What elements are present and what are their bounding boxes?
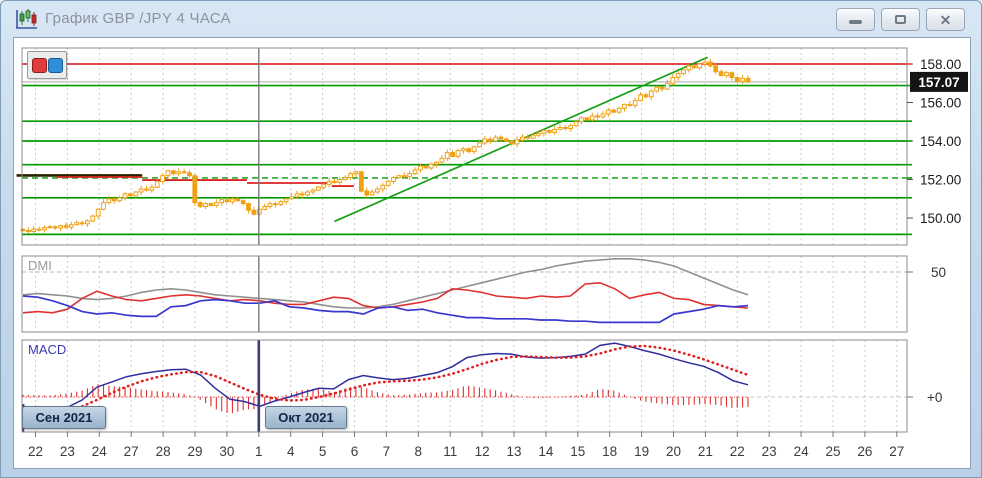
x-tick-label: 18 [602, 444, 617, 459]
close-icon: ✕ [939, 11, 952, 28]
current-price-label: 157.07 [918, 75, 959, 90]
x-tick-label: 14 [538, 444, 554, 459]
macd-histogram [22, 384, 749, 414]
macd-line [22, 342, 749, 411]
main-pane-border [21, 47, 908, 246]
x-tick-label: 8 [415, 444, 423, 459]
x-tick-label: 24 [794, 444, 810, 459]
dmi-level-label: 50 [931, 265, 946, 280]
x-tick-label: 24 [92, 444, 108, 459]
dmi-plus-di-line [22, 281, 749, 314]
x-tick-label: 30 [219, 444, 234, 459]
chart-canvas[interactable]: 22 23 24 27 28 29 30 1 4 5 6 7 8 11 12 13 14 15 18 19 20 21 22… [14, 38, 970, 468]
x-tick-label: 27 [124, 444, 139, 459]
close-button[interactable]: ✕ [926, 8, 965, 31]
price-label: 150.00 [920, 211, 961, 226]
maximize-icon [895, 15, 906, 24]
x-tick-label: 11 [443, 444, 457, 459]
x-tick-label: 22 [730, 444, 745, 459]
title-bar[interactable]: График GBP /JPY 4 ЧАСА ✕ [1, 1, 981, 37]
x-tick-label: 28 [156, 444, 171, 459]
x-tick-label: 1 [255, 444, 263, 459]
current-price-badge [910, 71, 968, 92]
red-marker-button[interactable] [32, 58, 47, 73]
x-tick-label: 6 [351, 444, 359, 459]
x-tick-label: 23 [762, 444, 777, 459]
chart-app-icon [16, 9, 37, 29]
x-tick-label: 4 [287, 444, 295, 459]
maximize-button[interactable] [881, 8, 920, 31]
x-tick-label: 13 [506, 444, 521, 459]
x-tick-label: 21 [698, 444, 713, 459]
dmi-minus-di-line [22, 295, 749, 324]
x-tick-label: 12 [475, 444, 490, 459]
price-label: 158.00 [920, 57, 961, 72]
month-badge-october[interactable]: Окт 2021 [265, 406, 347, 429]
x-tick-label: 23 [60, 444, 75, 459]
dmi-pane-label: DMI [28, 258, 52, 273]
candlestick-series [20, 58, 751, 235]
x-tick-label: 5 [319, 444, 327, 459]
month-badge-september[interactable]: Сен 2021 [22, 406, 106, 429]
x-tick-label: 20 [666, 444, 681, 459]
blue-marker-button[interactable] [48, 58, 63, 73]
chart-client-area: 22 23 24 27 28 29 30 1 4 5 6 7 8 11 12 13 14 15 18 19 20 21 22… [13, 37, 971, 469]
price-label: 152.00 [920, 173, 961, 188]
macd-pane-border [21, 339, 908, 433]
price-label: 156.00 [920, 96, 961, 111]
x-tick-label: 27 [889, 444, 904, 459]
macd-level-label: +0 [927, 390, 942, 405]
dmi-pane-border [21, 255, 908, 333]
price-label: 154.00 [920, 134, 961, 149]
macd-signal-line [21, 344, 750, 413]
minimize-button[interactable] [836, 8, 875, 31]
x-tick-label: 25 [825, 444, 840, 459]
minimize-icon [849, 19, 862, 24]
window-title: График GBP /JPY 4 ЧАСА [45, 10, 231, 27]
x-tick-label: 15 [570, 444, 585, 459]
x-tick-label: 7 [383, 444, 391, 459]
x-tick-label: 22 [28, 444, 43, 459]
x-tick-label: 26 [857, 444, 872, 459]
macd-pane-label: MACD [28, 342, 67, 357]
dmi-adx-line [22, 258, 749, 309]
x-tick-label: 19 [634, 444, 649, 459]
indicator-legend [27, 51, 67, 79]
x-tick-label: 29 [187, 444, 202, 459]
